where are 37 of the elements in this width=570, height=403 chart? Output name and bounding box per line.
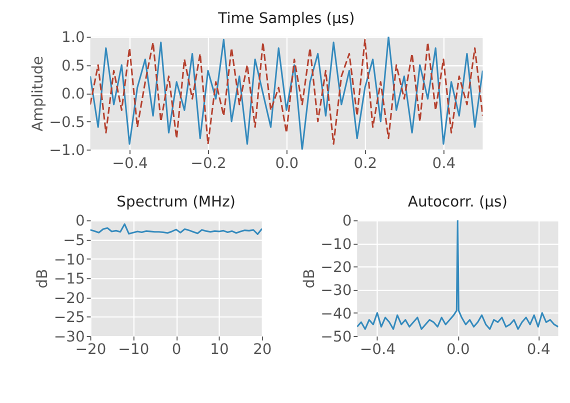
y-tick-label: −0.5	[49, 114, 85, 131]
y-tick-label: −5	[63, 232, 85, 249]
x-tick-label: −0.4	[360, 341, 396, 358]
y-tick-label: −20	[320, 258, 352, 276]
chart-title: Autocorr. (μs)	[408, 194, 508, 211]
x-tick-label: 0.2	[354, 154, 378, 172]
x-tick-label: −0.4	[112, 154, 148, 172]
y-tick-label: −10	[54, 251, 85, 268]
y-axis-title: Amplitude	[29, 56, 46, 132]
y-axis-title: dB	[300, 268, 318, 288]
x-tick-label: 0.4	[432, 154, 456, 172]
x-tick-label: 0.4	[526, 341, 550, 358]
x-tick-label: 0.0	[275, 154, 299, 172]
x-tick-label: 10	[210, 341, 229, 358]
y-tick-label: −40	[320, 305, 352, 322]
chart-title: Time Samples (μs)	[217, 10, 355, 28]
y-tick-label: −15	[54, 270, 85, 288]
y-tick-label: 0	[76, 212, 85, 230]
y-tick-label: 0.0	[61, 86, 85, 103]
y-tick-label: −10	[320, 236, 352, 253]
y-tick-label: −1.0	[49, 142, 85, 160]
y-tick-label: −30	[320, 282, 352, 300]
y-tick-label: 1.0	[61, 29, 85, 46]
y-tick-label: −20	[54, 290, 85, 307]
line-series	[90, 223, 262, 235]
y-tick-label: 0.5	[61, 57, 85, 74]
y-tick-label: −50	[320, 328, 352, 346]
x-tick-label: −0.2	[190, 154, 226, 172]
line-series	[357, 220, 558, 330]
chart-title: Spectrum (MHz)	[116, 194, 236, 211]
y-tick-label: 0	[342, 212, 352, 230]
y-axis-title: dB	[34, 268, 51, 288]
x-tick-label: 20	[253, 341, 272, 358]
x-tick-label: 0.0	[446, 341, 470, 358]
x-tick-label: 0	[172, 341, 182, 358]
y-tick-label: −25	[54, 309, 85, 326]
x-tick-label: −10	[118, 341, 150, 358]
